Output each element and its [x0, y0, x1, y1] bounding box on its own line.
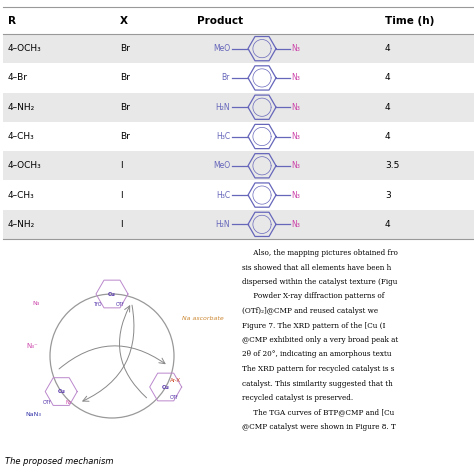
Text: 3: 3 [385, 191, 391, 200]
Text: Cu: Cu [162, 384, 170, 390]
Text: 4–CH₃: 4–CH₃ [8, 132, 35, 141]
Text: The proposed mechanism: The proposed mechanism [5, 457, 113, 466]
Text: N₃: N₃ [33, 301, 40, 306]
Text: 4–OCH₃: 4–OCH₃ [8, 44, 42, 53]
Text: N₃: N₃ [291, 191, 300, 200]
Text: H₃C: H₃C [216, 132, 230, 141]
Text: 2θ of 20°, indicating an amorphous textu: 2θ of 20°, indicating an amorphous textu [242, 350, 392, 358]
Text: N₃: N₃ [291, 132, 300, 141]
Text: 4–NH₂: 4–NH₂ [8, 103, 35, 112]
Text: OTf: OTf [43, 400, 51, 405]
Text: Time (h): Time (h) [385, 16, 434, 26]
Text: 3.5: 3.5 [385, 161, 400, 170]
Text: H₂N: H₂N [215, 220, 230, 229]
Text: 4–Br: 4–Br [8, 73, 28, 82]
Bar [3, 92, 474, 122]
Text: Br: Br [120, 73, 130, 82]
Text: 4–OCH₃: 4–OCH₃ [8, 161, 42, 170]
Text: Cu: Cu [108, 292, 116, 297]
Bar [3, 34, 474, 64]
Bar [3, 122, 474, 151]
Text: N₃: N₃ [291, 44, 300, 53]
Text: 4: 4 [385, 103, 391, 112]
Text: H₂N: H₂N [215, 103, 230, 112]
Text: Na ascorbate: Na ascorbate [182, 316, 224, 321]
Text: Product: Product [197, 16, 243, 26]
Text: MeO: MeO [213, 44, 230, 53]
Text: 4: 4 [385, 44, 391, 53]
Text: Cu: Cu [57, 389, 65, 394]
Text: I: I [120, 161, 123, 170]
Text: N₃⁻: N₃⁻ [26, 343, 38, 349]
Text: H₃C: H₃C [216, 191, 230, 200]
Text: @CMP exhibited only a very broad peak at: @CMP exhibited only a very broad peak at [242, 336, 398, 344]
Text: dispersed within the catalyst texture (Figu: dispersed within the catalyst texture (F… [242, 278, 397, 286]
Text: sis showed that all elements have been h: sis showed that all elements have been h [242, 264, 391, 272]
Text: N₃: N₃ [291, 73, 300, 82]
Text: I: I [120, 220, 123, 229]
Text: recycled catalyst is preserved.: recycled catalyst is preserved. [242, 394, 353, 402]
Text: Br: Br [222, 73, 230, 82]
Bar [3, 64, 474, 92]
Text: NaN₃: NaN₃ [25, 411, 41, 417]
Text: OTf: OTf [170, 395, 178, 400]
Text: 4: 4 [385, 220, 391, 229]
Text: I: I [120, 191, 123, 200]
Text: Br: Br [120, 103, 130, 112]
Text: Ar-X: Ar-X [170, 378, 181, 383]
Text: Br: Br [120, 132, 130, 141]
Bar [3, 151, 474, 181]
Text: OTf: OTf [116, 302, 125, 307]
Text: 4–CH₃: 4–CH₃ [8, 191, 35, 200]
Text: N₃: N₃ [65, 400, 71, 405]
Text: MeO: MeO [213, 161, 230, 170]
Text: 4: 4 [385, 132, 391, 141]
Text: X: X [120, 16, 128, 26]
Text: Br: Br [120, 44, 130, 53]
Text: The XRD pattern for recycled catalyst is s: The XRD pattern for recycled catalyst is… [242, 365, 394, 373]
Bar [3, 210, 474, 239]
Text: catalyst. This similarity suggested that th: catalyst. This similarity suggested that… [242, 380, 393, 388]
Text: (OTf)₂]@CMP and reused catalyst we: (OTf)₂]@CMP and reused catalyst we [242, 307, 378, 315]
Text: Also, the mapping pictures obtained fro: Also, the mapping pictures obtained fro [242, 249, 398, 257]
Text: @CMP catalyst were shown in Figure 8. T: @CMP catalyst were shown in Figure 8. T [242, 423, 396, 431]
Text: N₃: N₃ [291, 161, 300, 170]
Text: The TGA curves of BTP@CMP and [Cu: The TGA curves of BTP@CMP and [Cu [242, 409, 394, 417]
Text: Powder X-ray diffraction patterns of: Powder X-ray diffraction patterns of [242, 292, 384, 301]
Text: TfO: TfO [93, 302, 102, 307]
Text: Figure 7. The XRD pattern of the [Cu (I: Figure 7. The XRD pattern of the [Cu (I [242, 321, 385, 329]
Text: 4: 4 [385, 73, 391, 82]
Text: N₃: N₃ [291, 220, 300, 229]
Bar [3, 181, 474, 210]
Text: 4–NH₂: 4–NH₂ [8, 220, 35, 229]
Text: R: R [8, 16, 16, 26]
Text: N₃: N₃ [291, 103, 300, 112]
